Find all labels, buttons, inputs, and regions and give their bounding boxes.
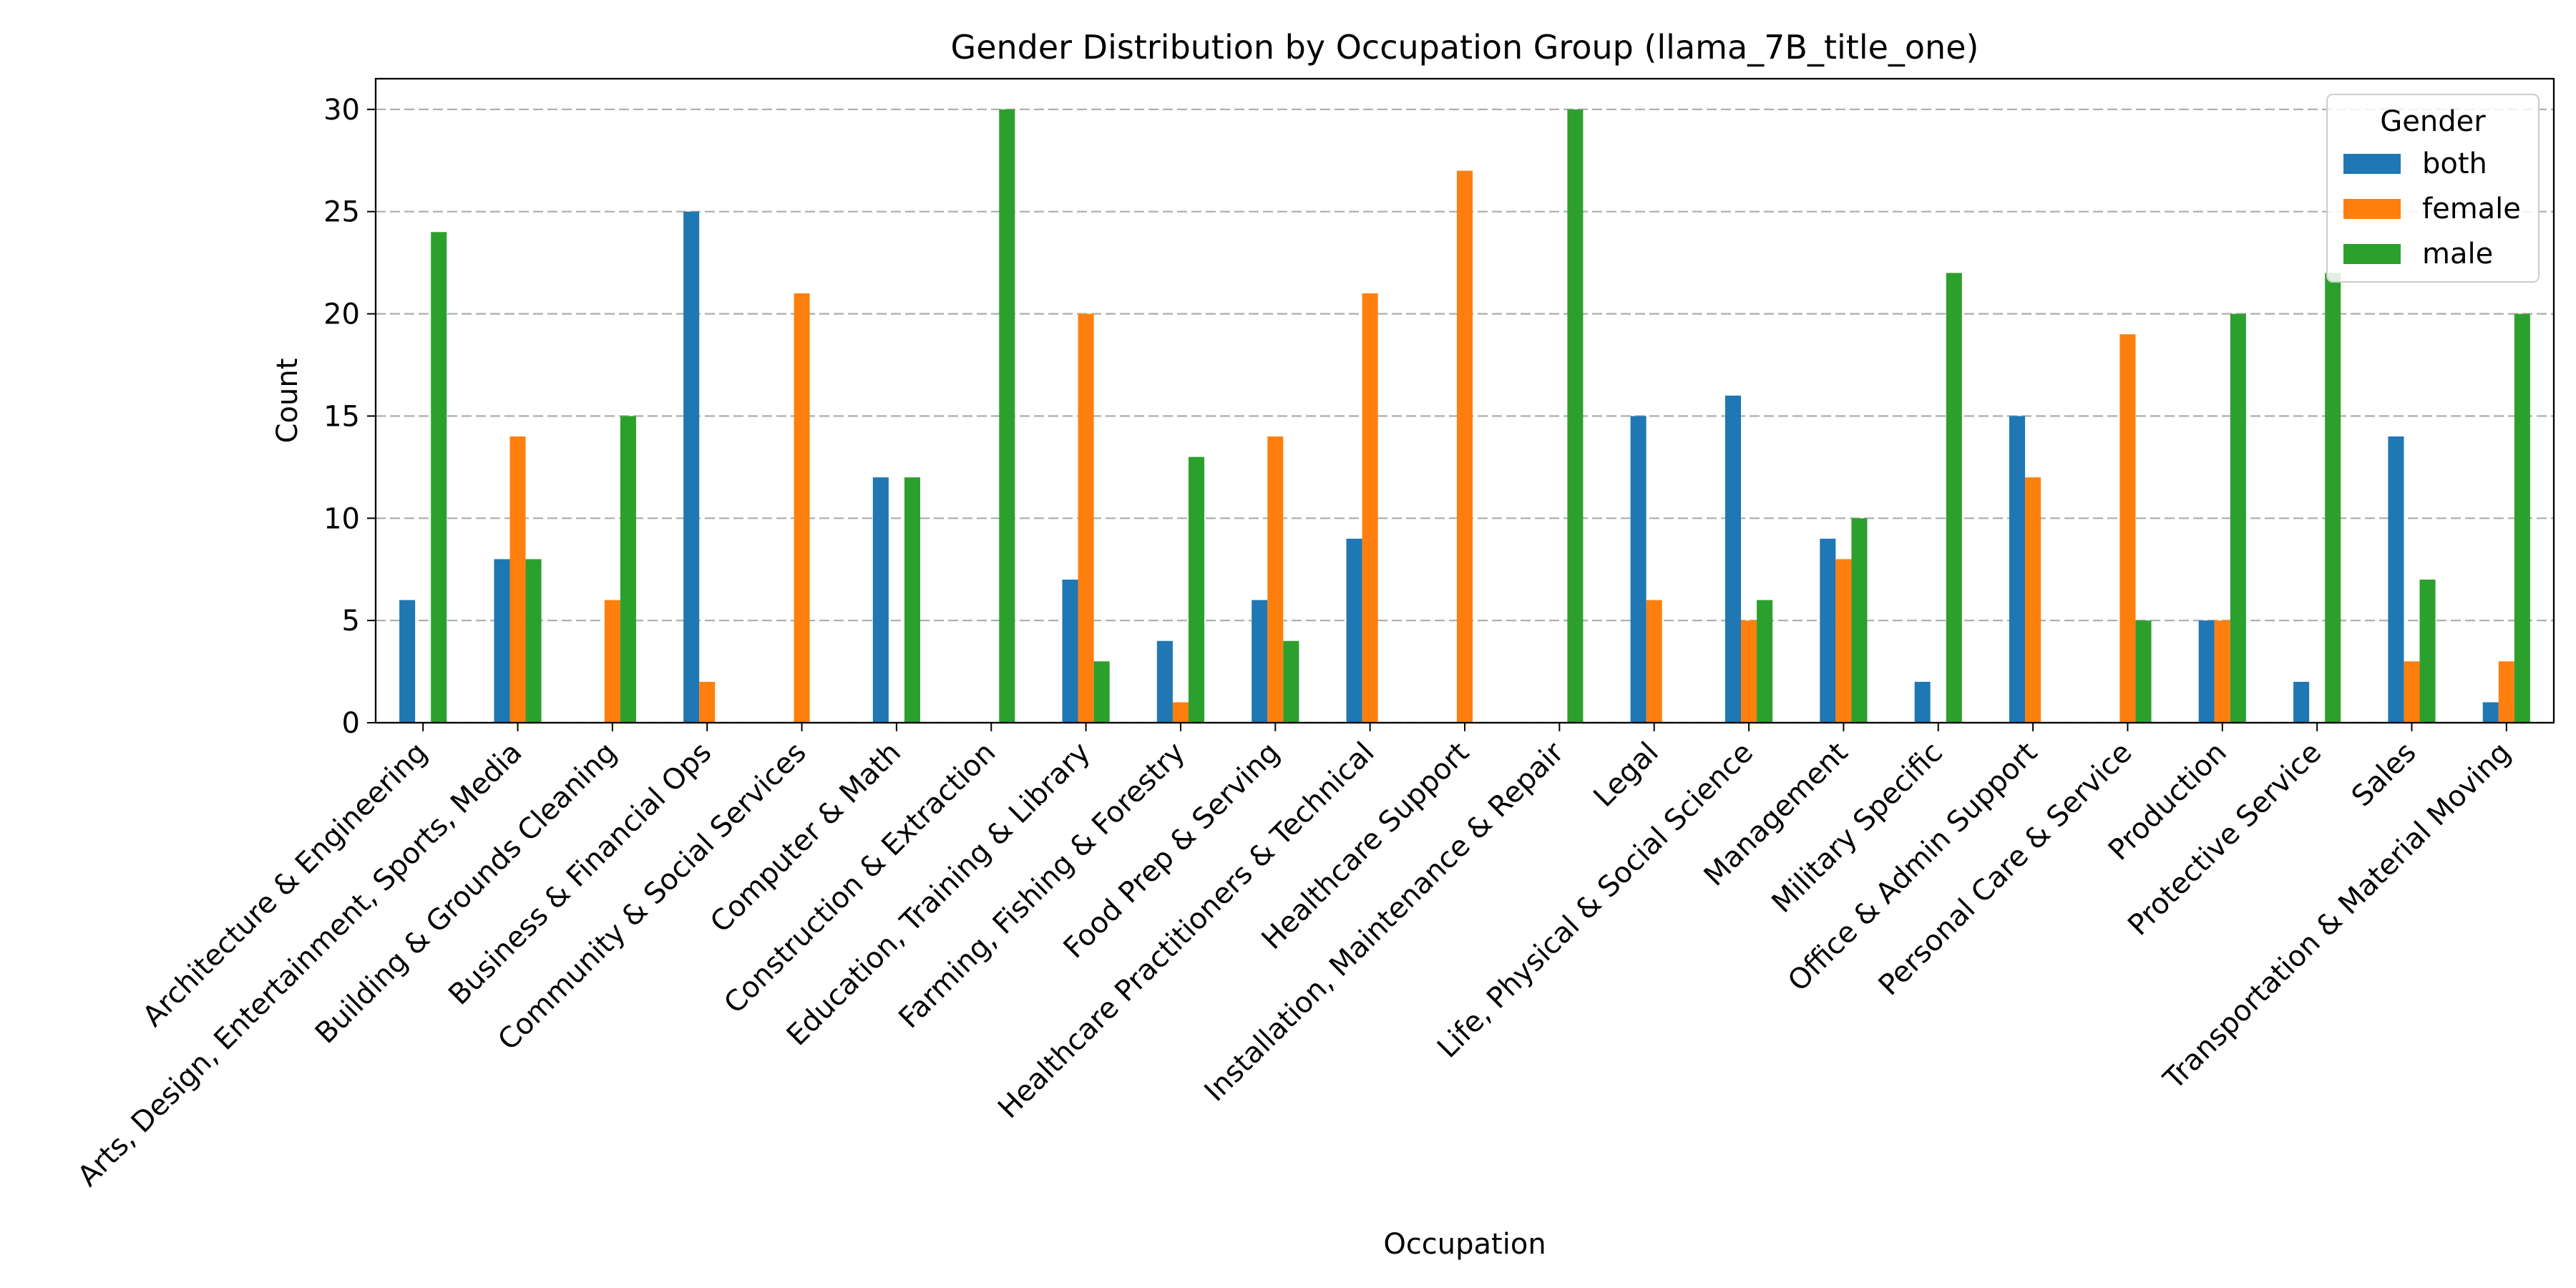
bar-male (1851, 518, 1868, 723)
bar-both (2388, 436, 2404, 723)
bar-both (1346, 538, 1362, 723)
bar-female (1646, 600, 1662, 723)
bar-female (604, 600, 620, 723)
bar-both (2482, 702, 2499, 723)
bar-both (2293, 681, 2310, 723)
bar-male (1093, 661, 1110, 723)
bar-male (1757, 600, 1773, 723)
bar-both (2009, 416, 2026, 723)
bar-female (2025, 477, 2041, 723)
bar-female (1456, 170, 1473, 723)
bar-both (1724, 395, 1742, 723)
bar-both (1630, 416, 1646, 723)
legend: Gender both female male (2326, 94, 2540, 283)
bar-both (1062, 580, 1078, 723)
bar-male (904, 477, 920, 723)
y-tick-label: 0 (342, 707, 360, 740)
chart-title: Gender Distribution by Occupation Group … (951, 28, 1979, 67)
bar-female (2214, 620, 2230, 723)
legend-label-both: both (2422, 147, 2487, 180)
bar-both (683, 211, 700, 723)
y-tick-label: 15 (323, 400, 360, 433)
x-tick-label: Military Specific (1765, 736, 1948, 919)
bar-both (1156, 640, 1173, 723)
bar-male (431, 232, 447, 723)
bars (399, 109, 2530, 723)
bar-female (699, 681, 716, 723)
bar-both (872, 477, 889, 723)
x-tick-label: Legal (1587, 736, 1664, 814)
bar-both (494, 559, 510, 723)
bar-male (2230, 313, 2246, 723)
legend-swatch-female (2343, 199, 2401, 219)
bar-male (2514, 313, 2530, 723)
legend-label-male: male (2422, 238, 2493, 270)
bar-female (1267, 436, 1284, 723)
bar-male (2419, 580, 2436, 723)
y-tick-label: 20 (323, 298, 360, 331)
bar-male (620, 416, 636, 723)
bar-male (1567, 109, 1584, 723)
legend-frame (2326, 94, 2540, 283)
bar-both (1820, 538, 1836, 723)
y-tick-label: 10 (323, 502, 360, 535)
y-tick-label: 25 (323, 196, 360, 229)
bar-both (1914, 681, 1931, 723)
y-tick-label: 30 (323, 94, 360, 127)
x-tick-label: Sales (2346, 736, 2423, 814)
bar-male (2325, 273, 2341, 723)
bar-female (2119, 334, 2136, 723)
legend-items: both female male (2343, 147, 2521, 270)
bar-female (2404, 661, 2420, 723)
bar-male (2135, 620, 2152, 723)
bar-both (1252, 600, 1268, 723)
bar-male (999, 109, 1015, 723)
bar-female (1172, 702, 1189, 723)
bar-male (525, 559, 542, 723)
legend-swatch-both (2343, 154, 2401, 174)
bar-female (1078, 313, 1094, 723)
bar-female (1835, 559, 1852, 723)
legend-swatch-male (2343, 244, 2401, 264)
x-tick-label: Installation, Maintenance & Repair (1199, 736, 1571, 1108)
bar-both (2198, 620, 2215, 723)
bar-female (509, 436, 526, 723)
x-axis-label: Occupation (1383, 1228, 1546, 1261)
bar-both (399, 600, 416, 723)
bar-female (1362, 293, 1378, 723)
bar-female (2498, 661, 2514, 723)
x-tick-label: Arts, Design, Entertainment, Sports, Med… (72, 736, 529, 1194)
y-axis-ticks: 0 5 10 15 20 25 30 (323, 94, 376, 740)
bar-female (794, 293, 810, 723)
bar-female (1741, 620, 1757, 723)
bar-male (1946, 273, 1962, 723)
legend-title: Gender (2380, 105, 2486, 138)
y-tick-label: 5 (342, 605, 360, 638)
x-tick-label: Transportation & Material Moving (2157, 736, 2517, 1097)
legend-label-female: female (2422, 192, 2521, 225)
bar-male (1283, 640, 1299, 723)
y-axis-label: Count (271, 358, 304, 444)
bar-male (1188, 457, 1205, 723)
